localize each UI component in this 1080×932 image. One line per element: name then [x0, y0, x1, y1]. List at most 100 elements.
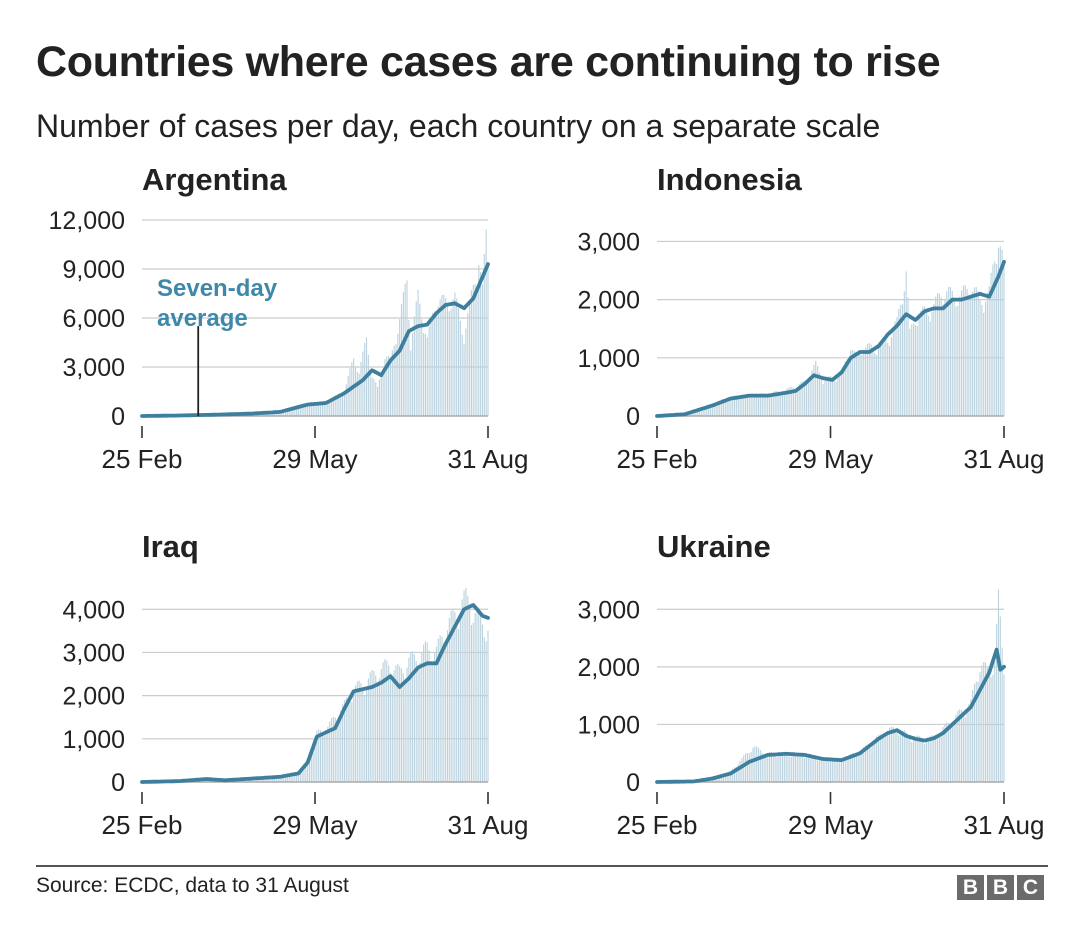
daily-case-bar: [426, 642, 428, 782]
daily-case-bar: [472, 284, 474, 416]
daily-case-bar: [756, 746, 758, 782]
x-tick-label: 31 Aug: [964, 444, 1045, 474]
daily-case-bar: [299, 770, 301, 782]
daily-case-bar: [763, 393, 765, 416]
daily-case-bar: [426, 337, 428, 416]
daily-case-bar: [470, 290, 473, 416]
daily-case-bar: [828, 376, 830, 416]
daily-case-bar: [294, 408, 296, 416]
daily-case-bar: [745, 395, 747, 416]
daily-case-bar: [970, 699, 972, 782]
daily-case-bar: [404, 283, 406, 416]
daily-case-bar: [752, 747, 754, 782]
daily-case-bar: [957, 710, 959, 782]
chart-subtitle: Number of cases per day, each country on…: [36, 108, 881, 144]
daily-case-bar: [767, 753, 769, 782]
daily-case-bar: [439, 299, 441, 416]
daily-case-bar: [457, 308, 460, 416]
daily-case-bar: [809, 376, 811, 416]
daily-case-bar: [463, 590, 465, 782]
daily-case-bar: [356, 371, 358, 416]
daily-case-bar: [1001, 249, 1003, 416]
daily-case-bar: [831, 760, 833, 782]
x-tick-label: 25 Feb: [617, 810, 698, 840]
daily-case-bar: [846, 359, 848, 416]
daily-case-bar: [358, 680, 360, 782]
daily-case-bar: [732, 768, 734, 782]
daily-case-bar: [960, 290, 963, 416]
daily-case-bar: [924, 744, 926, 782]
daily-case-bar: [406, 280, 408, 416]
daily-case-bar: [373, 379, 375, 416]
daily-case-bar: [478, 607, 480, 782]
daily-case-bar: [957, 305, 959, 416]
daily-case-bar: [371, 669, 373, 782]
daily-case-bar: [746, 394, 749, 416]
daily-case-bar: [318, 729, 320, 782]
daily-case-bar: [728, 771, 730, 782]
daily-case-bar: [996, 623, 998, 782]
bbc-logo-letter: B: [987, 875, 1014, 900]
daily-case-bar: [408, 657, 410, 782]
daily-case-bar: [837, 757, 839, 782]
seven-day-average-line: [655, 259, 1006, 418]
daily-case-bar: [912, 739, 915, 782]
daily-case-bar: [419, 662, 421, 782]
daily-case-bar: [724, 398, 726, 416]
daily-case-bar: [733, 395, 736, 416]
daily-case-bar: [853, 753, 856, 782]
panel-title: Iraq: [142, 529, 199, 564]
daily-case-bar: [487, 265, 489, 416]
daily-case-bar: [892, 328, 894, 416]
daily-case-bar: [432, 661, 434, 782]
daily-case-bar: [340, 710, 342, 782]
daily-case-bar: [715, 403, 717, 416]
daily-case-bar: [445, 298, 447, 416]
daily-case-bar: [938, 293, 940, 416]
daily-case-bar: [818, 759, 820, 782]
footer-divider: [36, 865, 1048, 867]
daily-case-bar: [852, 753, 854, 782]
daily-case-bar: [329, 401, 331, 416]
daily-case-bar: [859, 752, 861, 782]
daily-case-bar: [966, 288, 968, 416]
daily-case-bar: [351, 702, 353, 782]
daily-case-bar: [369, 672, 371, 782]
daily-case-bar: [973, 683, 976, 782]
daily-case-bar: [892, 727, 894, 782]
daily-case-bar: [752, 395, 754, 416]
daily-case-bar: [316, 730, 318, 782]
daily-case-bar: [286, 774, 288, 782]
daily-case-bar: [391, 677, 393, 782]
daily-case-bar: [430, 317, 432, 416]
daily-case-bar: [402, 673, 404, 782]
daily-case-bar: [935, 736, 937, 782]
daily-case-bar: [388, 356, 390, 416]
daily-case-bar: [432, 312, 434, 416]
daily-case-bar: [805, 756, 808, 782]
daily-case-bar: [342, 395, 344, 416]
daily-case-bar: [413, 654, 415, 782]
daily-case-bar: [450, 308, 452, 416]
daily-case-bar: [850, 753, 852, 782]
daily-case-bar: [990, 272, 992, 416]
daily-case-bar: [907, 297, 909, 416]
daily-case-bar: [343, 392, 346, 416]
daily-case-bar: [922, 306, 924, 416]
daily-case-bar: [435, 312, 438, 416]
daily-case-bar: [354, 367, 357, 416]
y-tick-label: 2,000: [577, 654, 640, 682]
y-tick-label: 9,000: [62, 256, 125, 284]
daily-case-bar: [793, 754, 795, 782]
daily-case-bar: [485, 641, 487, 782]
daily-case-bar: [697, 408, 699, 416]
daily-case-bar: [430, 661, 432, 782]
daily-case-bar: [935, 296, 937, 416]
daily-case-bar: [332, 716, 334, 782]
chart-panel-indonesia: Indonesia 0 1,000 2,000 3,000 25 Feb 29 May 31 …: [577, 162, 1044, 474]
daily-case-bar: [737, 395, 739, 416]
daily-case-bar: [467, 595, 469, 782]
daily-case-bar: [794, 389, 797, 416]
daily-case-bar: [841, 759, 843, 782]
daily-case-bar: [815, 758, 817, 782]
